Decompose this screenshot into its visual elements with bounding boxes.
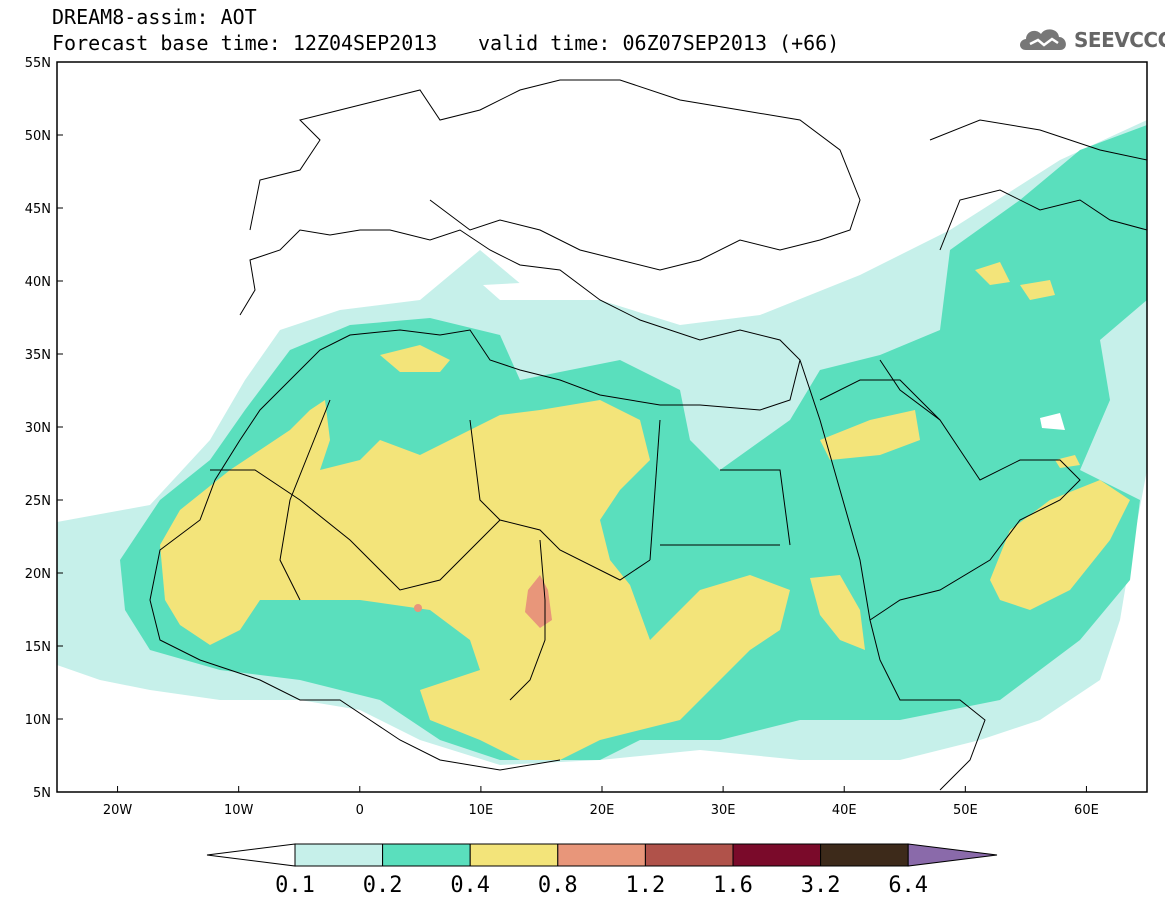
colorbar-swatch <box>294 843 384 867</box>
colorbar-label: 0.8 <box>538 873 578 898</box>
aot-field <box>57 79 1147 791</box>
colorbar-label: 3.2 <box>801 873 841 898</box>
colorbar-over-arrow <box>907 843 998 867</box>
lon-tick-label: 60E <box>1074 803 1099 818</box>
lat-tick-label: 15N <box>25 640 51 655</box>
forecast-base-time: Forecast base time: 12Z04SEP2013 <box>52 31 438 55</box>
clear-area <box>1040 413 1065 430</box>
colorbar-swatch <box>732 843 822 867</box>
colorbar-label: 0.2 <box>363 873 403 898</box>
colorbar-label: 1.2 <box>626 873 666 898</box>
colorbar-swatch <box>469 843 559 867</box>
lat-tick-label: 40N <box>25 275 51 290</box>
logo-text: SEEVCCC <box>1074 28 1165 52</box>
lon-tick-label: 40E <box>832 803 857 818</box>
lon-tick-label: 20E <box>590 803 615 818</box>
lat-tick-label: 30N <box>25 421 51 436</box>
aot-contour-04 <box>160 262 1130 760</box>
colorbar: 0.1 0.2 0.4 0.8 1.2 1.6 3.2 6.4 <box>206 843 998 898</box>
lat-tick-label: 45N <box>25 202 51 217</box>
clear-area <box>483 282 545 300</box>
lon-tick-label: 20W <box>103 803 133 818</box>
colorbar-swatch <box>382 843 471 867</box>
colorbar-swatch <box>557 843 646 867</box>
lon-tick-label: 50E <box>953 803 978 818</box>
longitude-axis: 20W 10W 0 10E 20E 30E 40E 50E 60E <box>103 786 1099 818</box>
lon-tick-label: 30E <box>711 803 736 818</box>
lat-tick-label: 50N <box>25 129 51 144</box>
seevccc-logo: SEEVCCC <box>1016 22 1165 56</box>
lat-tick-label: 55N <box>25 56 51 71</box>
lon-tick-label: 0 <box>356 803 364 818</box>
colorbar-under-arrow <box>206 843 296 867</box>
colorbar-label: 0.4 <box>450 873 490 898</box>
cloud-icon <box>1020 29 1066 50</box>
valid-time: valid time: 06Z07SEP2013 (+66) <box>478 31 840 55</box>
colorbar-label: 6.4 <box>888 873 928 898</box>
lat-tick-label: 20N <box>25 567 51 582</box>
colorbar-swatch <box>820 843 909 867</box>
country-borders <box>149 79 1147 791</box>
lat-tick-label: 35N <box>25 348 51 363</box>
latitude-axis: 5N 10N 15N 20N 25N 30N 35N 40N 45N 50N 55N <box>25 56 63 801</box>
lat-tick-label: 25N <box>25 494 51 509</box>
lon-tick-label: 10W <box>224 803 254 818</box>
lat-tick-label: 5N <box>33 786 51 801</box>
map-title: DREAM8-assim: AOT <box>52 5 257 29</box>
lat-tick-label: 10N <box>25 713 51 728</box>
colorbar-label: 0.1 <box>275 873 315 898</box>
colorbar-label: 1.6 <box>713 873 753 898</box>
colorbar-swatch <box>644 843 734 867</box>
lon-tick-label: 10E <box>469 803 494 818</box>
